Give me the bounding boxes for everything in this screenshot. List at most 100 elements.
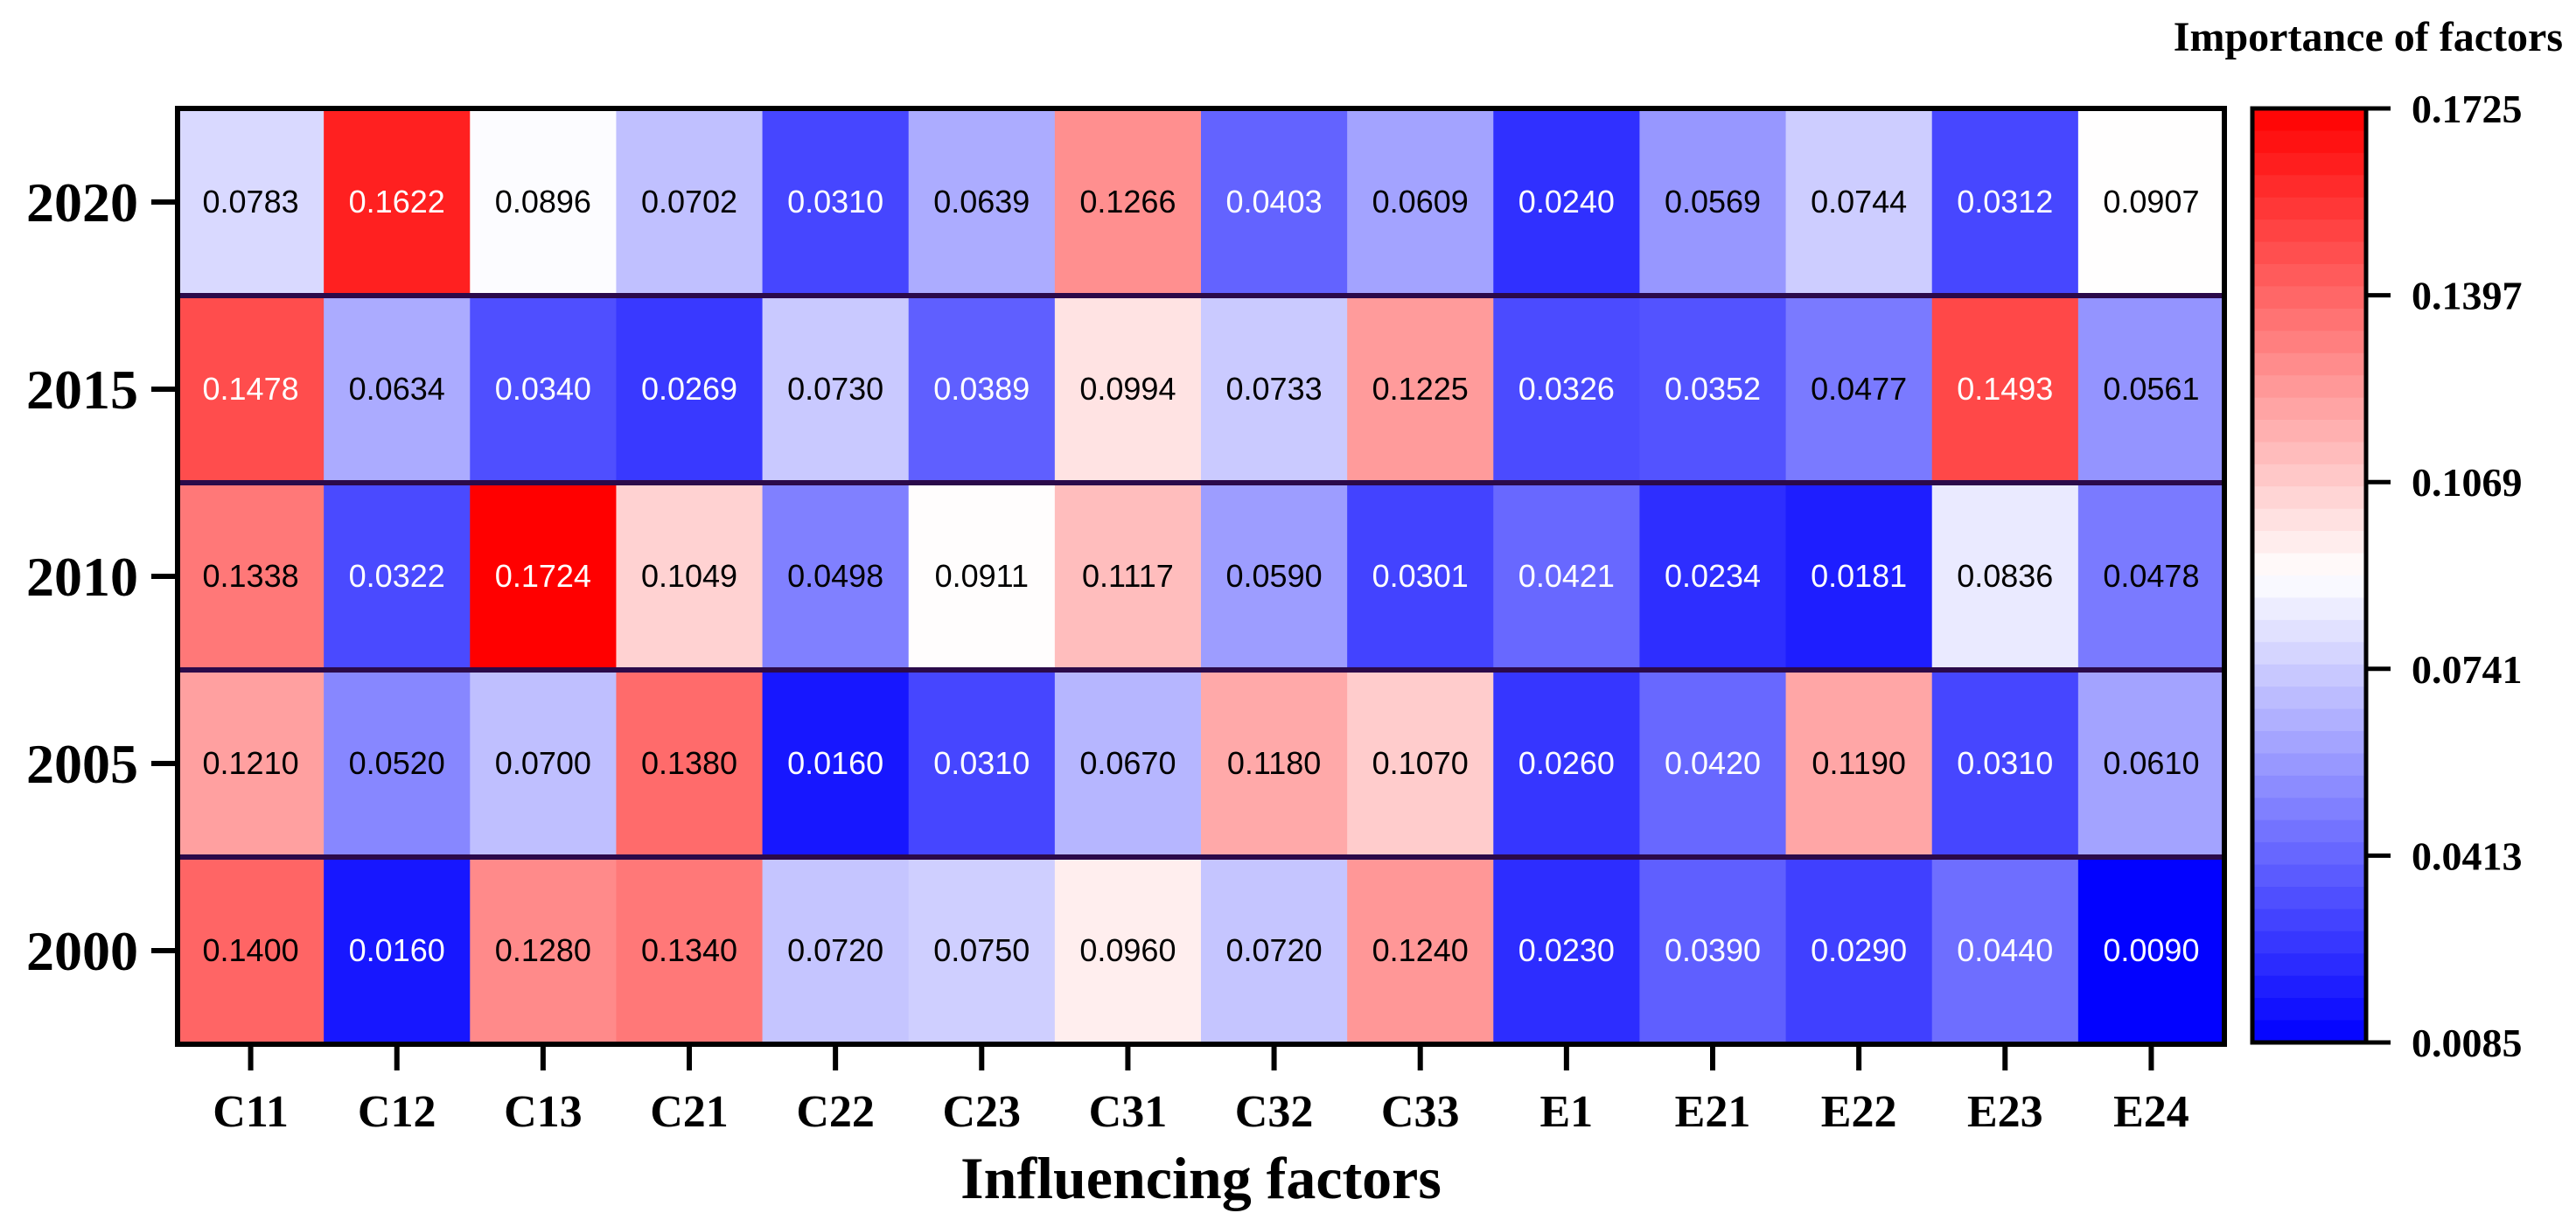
cell-value-label: 0.0609 <box>1372 184 1469 220</box>
cell-value-label: 0.0160 <box>349 932 445 968</box>
cell-value-label: 0.0389 <box>933 371 1030 407</box>
cell-value-label: 0.0702 <box>641 184 737 220</box>
heatmap-cell-2020-E1 <box>1493 108 1641 296</box>
heatmap-cell-2015-C21 <box>616 296 764 484</box>
heatmap-cell-2005-C33 <box>1347 670 1494 858</box>
colorbar-band <box>2252 331 2366 354</box>
heatmap-cell-2000-C32 <box>1201 857 1348 1045</box>
cell-value-label: 0.0340 <box>495 371 591 407</box>
cell-value-label: 0.0322 <box>349 558 445 594</box>
colorbar-band <box>2252 731 2366 755</box>
colorbar-tick-label: 0.1397 <box>2412 274 2523 318</box>
cell-value-label: 0.1190 <box>1812 745 1905 781</box>
colorbar-band <box>2252 909 2366 932</box>
colorbar-band <box>2252 531 2366 554</box>
cell-value-label: 0.1338 <box>203 558 299 594</box>
colorbar-band <box>2252 130 2366 154</box>
heatmap-cell-2000-C13 <box>470 857 618 1045</box>
colorbar-band <box>2252 486 2366 510</box>
y-tick-label: 2015 <box>26 359 138 421</box>
cell-value-label: 0.0744 <box>1811 184 1907 220</box>
cell-value-label: 0.0240 <box>1518 184 1615 220</box>
x-tick-label: C32 <box>1235 1087 1314 1137</box>
colorbar-band <box>2252 953 2366 977</box>
heatmap-cell-2000-C31 <box>1054 857 1202 1045</box>
colorbar-tick-label: 0.0085 <box>2412 1021 2523 1065</box>
cell-value-label: 0.1493 <box>1957 371 2053 407</box>
colorbar-band <box>2252 642 2366 666</box>
heatmap-cells <box>178 108 2225 1045</box>
heatmap-cell-2005-E21 <box>1639 670 1787 858</box>
cell-value-label: 0.0260 <box>1518 745 1615 781</box>
colorbar-band <box>2252 708 2366 732</box>
cell-value-label: 0.0610 <box>2103 745 2199 781</box>
heatmap-cell-2005-C32 <box>1201 670 1348 858</box>
heatmap-cell-2015-E21 <box>1639 296 1787 484</box>
colorbar-band <box>2252 664 2366 687</box>
cell-value-label: 0.0301 <box>1372 558 1469 594</box>
colorbar-band <box>2252 753 2366 777</box>
x-tick-label: E24 <box>2113 1087 2189 1137</box>
heatmap-cell-2010-E23 <box>1931 483 2079 671</box>
cell-value-label: 0.0960 <box>1079 932 1176 968</box>
x-tick-label: C21 <box>650 1087 729 1137</box>
cell-value-label: 0.0720 <box>787 932 883 968</box>
colorbar-band <box>2252 819 2366 843</box>
heatmap-cell-2000-C21 <box>616 857 764 1045</box>
heatmap-cell-2015-C11 <box>178 296 325 484</box>
colorbar-band <box>2252 308 2366 331</box>
heatmap-cell-labels: 0.0783 0.1622 0.0896 0.0702 0.0310 0.0639 0.12… <box>203 184 2200 968</box>
cell-value-label: 0.0181 <box>1811 558 1907 594</box>
x-tick-label: E21 <box>1675 1087 1751 1137</box>
heatmap-cell-2020-C11 <box>178 108 325 296</box>
colorbar-band <box>2252 241 2366 265</box>
cell-value-label: 0.0390 <box>1665 932 1761 968</box>
heatmap-cell-2005-E24 <box>2077 670 2225 858</box>
cell-value-label: 0.1478 <box>203 371 299 407</box>
cell-value-label: 0.1210 <box>203 745 299 781</box>
cell-value-label: 0.0403 <box>1226 184 1323 220</box>
colorbar-band <box>2252 998 2366 1021</box>
x-axis: C11 C12 C13 C21 C22 C23 C31 C32 C33 E1 E21 E22 E23 E2… <box>213 1044 2189 1137</box>
cell-value-label: 0.0478 <box>2103 558 2199 594</box>
x-tick-label: C12 <box>358 1087 436 1137</box>
colorbar-band <box>2252 464 2366 487</box>
heatmap-cell-2010-C21 <box>616 483 764 671</box>
cell-value-label: 0.0670 <box>1079 745 1176 781</box>
cell-value-label: 0.0783 <box>203 184 299 220</box>
cell-value-label: 0.0269 <box>641 371 737 407</box>
heatmap-cell-2005-C11 <box>178 670 325 858</box>
heatmap-cell-2010-C11 <box>178 483 325 671</box>
heatmap-cell-2010-E22 <box>1785 483 1933 671</box>
cell-value-label: 0.0090 <box>2103 932 2199 968</box>
colorbar-band <box>2252 864 2366 888</box>
heatmap-cell-2015-E1 <box>1493 296 1641 484</box>
x-axis-title: Influencing factors <box>960 1145 1442 1211</box>
cell-value-label: 0.0420 <box>1665 745 1761 781</box>
cell-value-label: 0.0700 <box>495 745 591 781</box>
x-tick-label: E22 <box>1821 1087 1897 1137</box>
heatmap-cell-2005-E22 <box>1785 670 1933 858</box>
cell-value-label: 0.0520 <box>349 745 445 781</box>
cell-value-label: 0.1117 <box>1082 558 1174 594</box>
heatmap-cell-2010-C33 <box>1347 483 1494 671</box>
x-tick-label: C23 <box>943 1087 1022 1137</box>
heatmap-cell-2005-C23 <box>908 670 1056 858</box>
heatmap-cell-2020-C13 <box>470 108 618 296</box>
cell-value-label: 0.1622 <box>349 184 445 220</box>
heatmap-cell-2015-C23 <box>908 296 1056 484</box>
colorbar-band <box>2252 597 2366 621</box>
heatmap-cell-2010-C12 <box>324 483 471 671</box>
colorbar-band <box>2252 887 2366 910</box>
heatmap-cell-2015-C31 <box>1054 296 1202 484</box>
y-axis: 2020 2015 2010 2005 2000 <box>26 171 178 982</box>
heatmap-cell-2015-C22 <box>762 296 910 484</box>
cell-value-label: 0.0590 <box>1226 558 1323 594</box>
cell-value-label: 0.0310 <box>1957 745 2053 781</box>
x-tick-label: C11 <box>213 1087 289 1137</box>
colorbar-band <box>2252 442 2366 465</box>
cell-value-label: 0.0421 <box>1518 558 1615 594</box>
heatmap-cell-2000-C22 <box>762 857 910 1045</box>
heatmap-cell-2005-C12 <box>324 670 471 858</box>
heatmap-cell-2015-C13 <box>470 296 618 484</box>
